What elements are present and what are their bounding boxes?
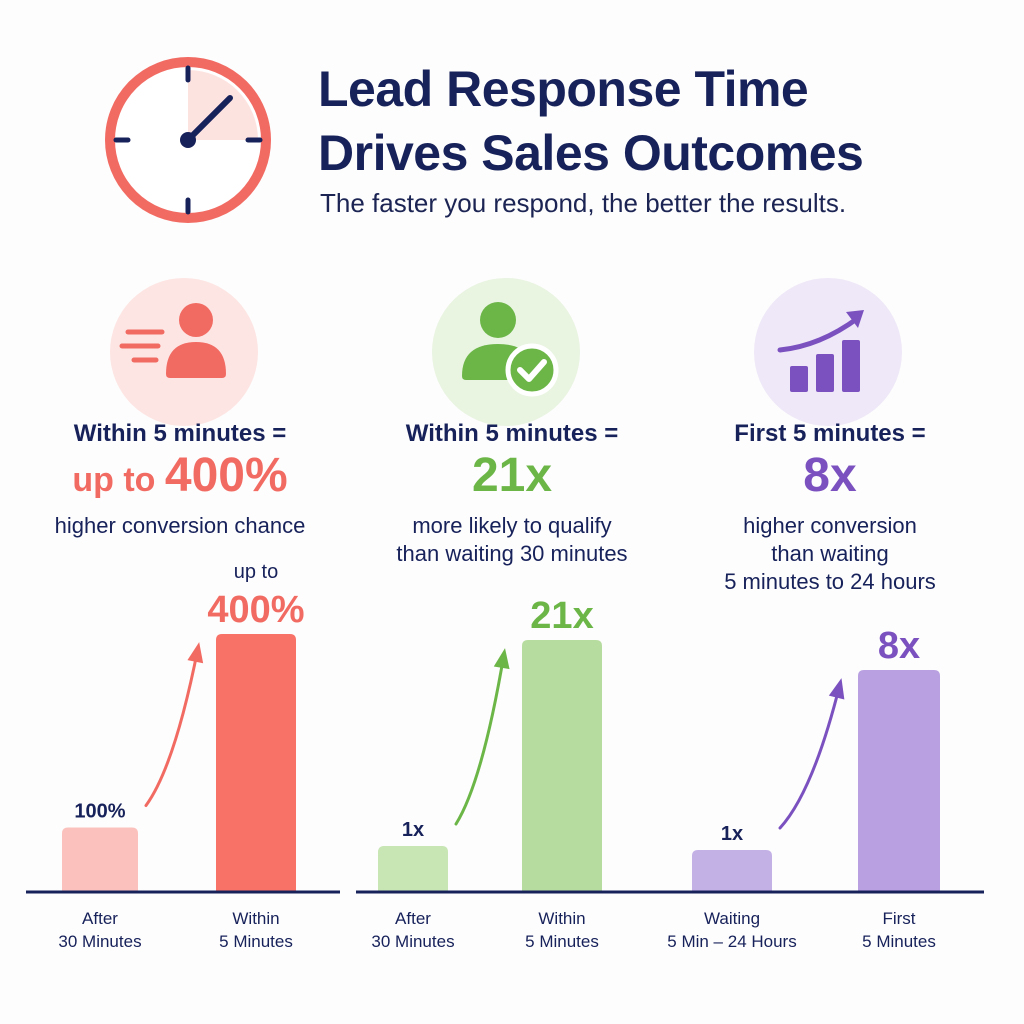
page-title-line-1: Lead Response Time: [318, 61, 809, 117]
x-tick-label: 5 Min – 24 Hours: [667, 932, 796, 951]
x-tick-label: Within: [538, 909, 585, 928]
trend-arrow: [454, 652, 506, 826]
data-label: 400%: [207, 589, 304, 631]
stat-big-number: 8x: [803, 449, 857, 502]
bar-1: [858, 670, 940, 892]
stat-description-line: more likely to qualify: [412, 513, 612, 538]
fast-person-icon: [110, 278, 258, 426]
trend-arrow-head: [493, 648, 510, 670]
data-label: 100%: [74, 801, 125, 823]
stat-panel-qualify: Within 5 minutes = 21x more likely to qu…: [342, 268, 682, 968]
stat-big-value: up to 400%: [10, 452, 350, 500]
qualified-person-icon: [432, 278, 580, 426]
stat-big-value: 8x: [660, 452, 1000, 500]
x-tick-label: First: [882, 909, 915, 928]
stat-panel-conversion: Within 5 minutes = up to 400% higher con…: [10, 268, 350, 968]
stat-description-line: higher conversion: [743, 513, 917, 538]
data-label: 1x: [721, 823, 743, 845]
stat-description-line: than waiting: [771, 541, 889, 566]
stat-panel-growth: First 5 minutes = 8x higher conversion t…: [660, 268, 1000, 968]
data-label: 8x: [878, 625, 920, 667]
data-label: 1x: [402, 819, 424, 841]
stat-description: higher conversion chance: [10, 512, 350, 540]
page-subtitle: The faster you respond, the better the r…: [320, 188, 847, 218]
bar-0: [378, 846, 448, 892]
x-tick-label: 5 Minutes: [219, 932, 293, 951]
bar-0: [692, 850, 772, 892]
x-tick-label: After: [82, 909, 118, 928]
growth-chart-icon: [754, 278, 902, 426]
data-label-prefix: up to: [234, 561, 278, 583]
stat-headline: Within 5 minutes =: [405, 420, 619, 447]
x-tick-label: 5 Minutes: [862, 932, 936, 951]
bar-chart-conversion: 100% 400% up to After 30 Minutes Within 5 Minu…: [26, 561, 340, 951]
bar-1: [216, 634, 296, 892]
stat-description-line: than waiting 30 minutes: [396, 541, 628, 566]
page-title-line-2: Drives Sales Outcomes: [318, 125, 864, 181]
stat-description: more likely to qualify than waiting 30 m…: [342, 512, 682, 568]
x-tick-label: Waiting: [704, 909, 760, 928]
x-tick-label: 5 Minutes: [525, 932, 599, 951]
trend-arrow: [778, 682, 842, 830]
bar-chart-qualify: 1x 21x After 30 Minutes Within 5 Minutes: [356, 595, 666, 951]
stat-description: higher conversion than waiting 5 minutes…: [660, 512, 1000, 596]
x-tick-label: 30 Minutes: [371, 932, 454, 951]
x-tick-label: Within: [232, 909, 279, 928]
clock-icon: [105, 57, 271, 223]
stat-headline: Within 5 minutes =: [73, 420, 287, 447]
stat-big-prefix: up to: [72, 461, 165, 499]
bar-chart-growth: 1x 8x Waiting 5 Min – 24 Hours First 5 Minute…: [666, 625, 984, 951]
data-label: 21x: [530, 595, 593, 637]
bar-0: [62, 827, 138, 892]
stat-big-value: 21x: [342, 452, 682, 500]
bar-1: [522, 640, 602, 892]
stat-description-line: 5 minutes to 24 hours: [724, 569, 936, 594]
stat-description-line: higher conversion chance: [54, 513, 306, 538]
trend-arrow: [144, 646, 200, 807]
x-tick-label: 30 Minutes: [58, 932, 141, 951]
stat-big-number: 21x: [471, 449, 553, 502]
stat-big-number: 400%: [164, 449, 288, 502]
trend-arrow-head: [828, 678, 845, 700]
x-tick-label: After: [395, 909, 431, 928]
stat-headline: First 5 minutes =: [734, 420, 926, 447]
trend-arrow-head: [187, 642, 204, 664]
